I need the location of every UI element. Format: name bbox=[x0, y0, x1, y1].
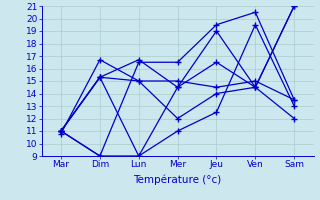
X-axis label: Température (°c): Température (°c) bbox=[133, 175, 222, 185]
